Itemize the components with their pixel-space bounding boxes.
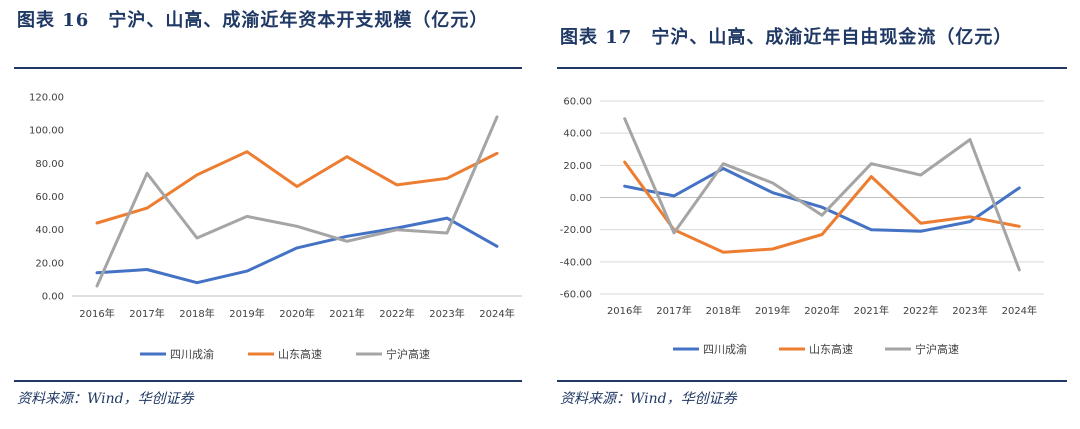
legend-label: 宁沪高速 — [915, 342, 959, 356]
x-tick-label: 2021年 — [854, 304, 889, 317]
y-tick-label: 40.00 — [35, 225, 64, 236]
legend-label: 四川成渝 — [703, 342, 747, 356]
fcf-panel: 图表 17 宁沪、山高、成渝近年自由现金流（亿元） -60.00 -40.00 -2… — [543, 0, 1080, 429]
source-rule — [557, 380, 1067, 382]
legend-label: 四川成渝 — [170, 347, 214, 361]
x-tick-label: 2019年 — [229, 307, 264, 320]
x-tick-label: 2019年 — [755, 304, 790, 317]
capex-panel: 图表 16 宁沪、山高、成渝近年资本开支规模（亿元） 0.00 20.00 40.0… — [0, 0, 536, 429]
y-tick-label: 0.00 — [42, 292, 64, 303]
x-tick-label: 2017年 — [656, 304, 691, 317]
x-tick-label: 2016年 — [607, 304, 642, 317]
y-tick-label: 20.00 — [35, 258, 64, 269]
y-tick-label: 60.00 — [563, 97, 592, 108]
x-tick-label: 2018年 — [706, 304, 741, 317]
title-rule — [557, 67, 1067, 69]
x-tick-label: 2018年 — [179, 307, 214, 320]
source-note: 资料来源：Wind，华创证券 — [560, 391, 737, 407]
legend-label: 山东高速 — [809, 342, 853, 356]
x-tick-label: 2022年 — [379, 307, 414, 320]
chart-title: 图表 17 宁沪、山高、成渝近年自由现金流（亿元） — [560, 27, 1013, 48]
y-tick-label: -20.00 — [560, 225, 592, 236]
x-tick-label: 2020年 — [279, 307, 314, 320]
series-line — [623, 167, 1021, 233]
source-rule — [14, 380, 522, 382]
series-line — [95, 216, 499, 285]
y-tick-label: 120.00 — [29, 93, 64, 104]
capex-line-chart: 0.00 20.00 40.00 60.00 80.00 100.00 120.00 2016… — [29, 93, 522, 361]
legend-label: 宁沪高速 — [386, 347, 430, 361]
x-tick-label: 2023年 — [429, 307, 464, 320]
x-tick-label: 2016年 — [79, 307, 114, 320]
title-rule — [14, 67, 522, 69]
chart-title: 图表 16 宁沪、山高、成渝近年资本开支规模（亿元） — [17, 10, 489, 31]
x-tick-label: 2024年 — [1002, 304, 1037, 317]
series-line — [623, 160, 1021, 254]
x-tick-label: 2020年 — [804, 304, 839, 317]
series-line — [623, 117, 1021, 272]
x-tick-label: 2017年 — [129, 307, 164, 320]
x-tick-label: 2024年 — [479, 307, 514, 320]
y-tick-label: -40.00 — [560, 257, 592, 268]
series-line — [95, 115, 499, 288]
source-note: 资料来源：Wind，华创证券 — [17, 391, 194, 407]
y-tick-label: 60.00 — [35, 192, 64, 203]
x-tick-label: 2022年 — [903, 304, 938, 317]
y-tick-label: 40.00 — [563, 129, 592, 140]
y-tick-label: 20.00 — [563, 161, 592, 172]
y-tick-label: 80.00 — [35, 159, 64, 170]
y-tick-label: 0.00 — [570, 193, 592, 204]
y-tick-label: -60.00 — [560, 290, 592, 301]
legend-label: 山东高速 — [278, 347, 322, 361]
y-tick-label: 100.00 — [29, 126, 64, 137]
x-tick-label: 2021年 — [329, 307, 364, 320]
fcf-line-chart: -60.00 -40.00 -20.00 0.00 20.00 40.00 60.00 201… — [560, 97, 1044, 356]
x-tick-label: 2023年 — [952, 304, 987, 317]
